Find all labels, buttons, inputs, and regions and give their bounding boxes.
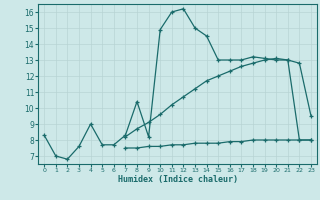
X-axis label: Humidex (Indice chaleur): Humidex (Indice chaleur): [118, 175, 238, 184]
